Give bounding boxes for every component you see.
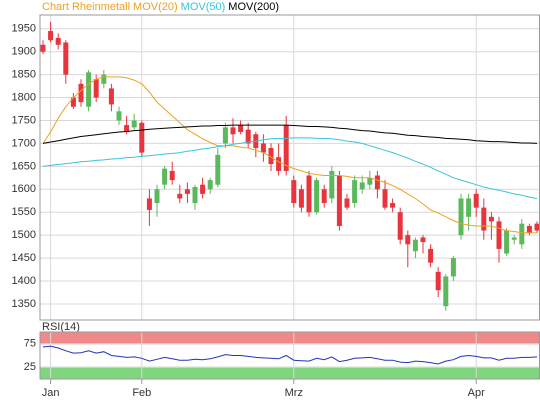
candle-body (488, 216, 494, 222)
candle-body (420, 237, 426, 243)
candle-body (526, 225, 532, 233)
candle-body (268, 148, 274, 165)
candle-body (276, 157, 282, 171)
candle-body (283, 125, 289, 171)
candle-body (435, 271, 441, 291)
candle-body (336, 175, 342, 226)
candle-body (511, 237, 517, 240)
y-tick-label: 1850 (12, 69, 36, 81)
candle-body (298, 189, 304, 208)
candle-body (428, 248, 434, 263)
legend-entry: MOV(20) (133, 1, 178, 13)
candle-body (496, 221, 502, 249)
candle-body (390, 203, 396, 208)
x-tick-label: Feb (132, 387, 151, 399)
candle-body (329, 170, 335, 199)
candle-body (200, 184, 206, 194)
series-line (42, 345, 538, 365)
candle-body (306, 175, 312, 213)
y-tick-label: 25 (24, 361, 36, 373)
candle-body (78, 83, 84, 103)
candle-body (184, 189, 190, 194)
candle-body (504, 230, 510, 254)
candle-body (374, 175, 380, 190)
candle-body (382, 189, 388, 208)
candle-body (245, 129, 251, 144)
candle-body (397, 212, 403, 240)
plot-frame (39, 14, 540, 321)
candle-body (344, 198, 350, 208)
candle-body (367, 177, 373, 185)
candle-body (177, 193, 183, 199)
rsi-band (39, 331, 540, 345)
legend-entry: MOV(200) (228, 1, 279, 13)
candle-body (192, 186, 198, 204)
candle-body (458, 198, 464, 236)
candle-body (481, 207, 487, 231)
x-tick-label: Jan (42, 387, 60, 399)
candle-body (405, 235, 411, 245)
y-tick-label: 1450 (12, 252, 36, 264)
y-tick-label: 1950 (12, 23, 36, 35)
y-tick-label: 1350 (12, 298, 36, 310)
candle-body (230, 127, 236, 135)
candle-body (534, 223, 540, 231)
candle-body (169, 170, 175, 181)
candle-body (139, 122, 145, 153)
candle-body (48, 31, 54, 41)
candle-body (215, 154, 221, 185)
candle-body (207, 180, 213, 190)
series-line (42, 137, 538, 199)
y-tick-label: 1600 (12, 183, 36, 195)
series-line (42, 124, 538, 144)
candle-body (93, 79, 99, 98)
candle-body (359, 182, 365, 190)
y-tick-label: 1500 (12, 229, 36, 241)
series-line (42, 76, 537, 234)
candle-body (222, 127, 228, 144)
y-tick-label: 1550 (12, 206, 36, 218)
candle-body (260, 143, 266, 153)
chart-title: Chart Rheinmetall (42, 1, 130, 13)
y-tick-label: 1700 (12, 137, 36, 149)
y-tick-label: 75 (24, 338, 36, 350)
candle-body (412, 239, 418, 252)
rsi-band (39, 366, 540, 380)
candle-body (443, 276, 449, 307)
candle-body (40, 44, 46, 52)
candle-body (108, 88, 114, 105)
candle-body (124, 125, 130, 132)
rsi-title: RSI(14) (42, 321, 80, 333)
legend-entry: MOV(50) (181, 1, 226, 13)
candle-body (519, 223, 525, 245)
candle-body (473, 193, 479, 208)
candle-body (131, 120, 137, 128)
y-tick-label: 1800 (12, 91, 36, 103)
candle-body (291, 180, 297, 204)
candle-body (63, 42, 69, 75)
candle-body (86, 72, 92, 107)
candle-body (154, 189, 160, 204)
y-tick-label: 1900 (12, 46, 36, 58)
candle-body (450, 258, 456, 277)
x-tick-label: Mrz (285, 387, 303, 399)
candle-body (238, 125, 244, 132)
candle-body (70, 97, 76, 107)
y-tick-label: 1650 (12, 160, 36, 172)
candle-body (146, 198, 152, 210)
candle-body (101, 74, 107, 84)
candle-body (352, 180, 358, 204)
y-tick-label: 1400 (12, 275, 36, 287)
y-tick-label: 1750 (12, 114, 36, 126)
candle-body (55, 37, 61, 45)
candle-body (162, 168, 168, 185)
candle-body (321, 189, 327, 204)
x-tick-label: Apr (468, 387, 485, 399)
candle-body (466, 198, 472, 217)
candle-body (314, 180, 320, 213)
candle-body (116, 111, 122, 121)
